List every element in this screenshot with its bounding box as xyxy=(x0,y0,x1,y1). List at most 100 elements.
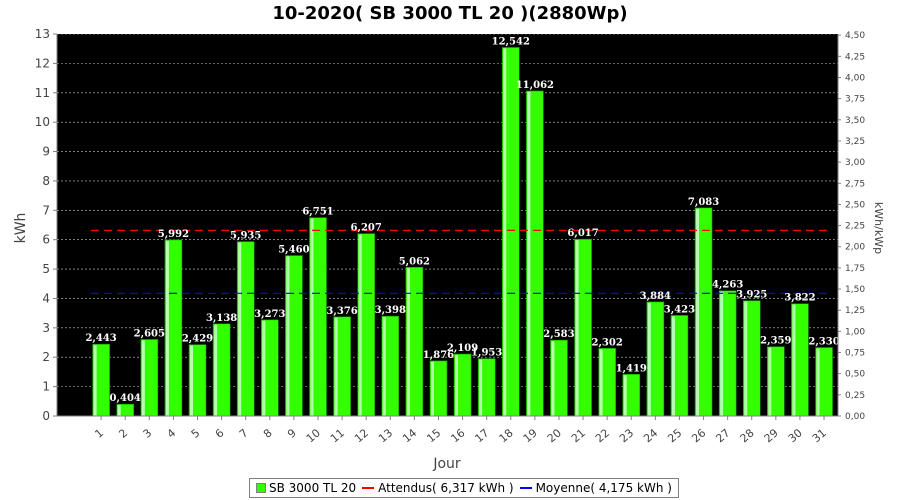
legend-expected-swatch xyxy=(362,487,375,489)
data-label: 1,953 xyxy=(471,348,502,359)
bar-highlight xyxy=(93,345,97,416)
y2-tick-label: 3,00 xyxy=(845,158,865,168)
data-label: 1,419 xyxy=(616,363,647,374)
bar-highlight xyxy=(744,301,748,416)
y-tick-label: 10 xyxy=(35,115,50,129)
y-tick-label: 1 xyxy=(42,380,50,394)
data-label: 6,751 xyxy=(302,207,333,218)
bar-highlight xyxy=(334,317,338,416)
data-label: 11,062 xyxy=(516,80,554,91)
x-tick-label: 2 xyxy=(116,426,130,440)
bar-highlight xyxy=(310,218,314,416)
data-label: 2,429 xyxy=(182,334,213,345)
y2-tick-label: 3,50 xyxy=(845,116,865,126)
y-tick-label: 12 xyxy=(35,56,50,70)
data-label: 2,330 xyxy=(808,337,839,348)
data-label: 3,925 xyxy=(736,290,767,301)
legend-bar-label: SB 3000 TL 20 xyxy=(269,481,357,495)
data-label: 4,263 xyxy=(712,280,743,291)
y2-tick-label: 4,00 xyxy=(845,73,865,83)
axes: 0123456789101112130,000,250,500,751,001,… xyxy=(35,27,866,445)
bar-highlight xyxy=(647,302,651,416)
y2-tick-label: 2,75 xyxy=(845,179,865,189)
data-label: 2,605 xyxy=(134,328,165,339)
data-label: 3,273 xyxy=(254,309,285,320)
bar-highlight xyxy=(455,355,459,416)
y-tick-label: 13 xyxy=(35,27,50,41)
bar-highlight xyxy=(165,240,169,416)
data-label: 3,884 xyxy=(640,291,671,302)
bar-highlight xyxy=(575,240,579,416)
y2-tick-label: 4,50 xyxy=(845,31,865,41)
x-tick-label: 12 xyxy=(352,426,371,445)
y-axis-label: kWh xyxy=(13,213,29,244)
y2-tick-label: 0,50 xyxy=(845,370,865,380)
bar-highlight xyxy=(117,405,121,416)
reference-lines xyxy=(91,229,828,294)
legend-expected-label: Attendus( 6,317 kWh ) xyxy=(378,481,514,495)
x-tick-label: 21 xyxy=(569,426,588,445)
x-tick-label: 9 xyxy=(285,426,299,440)
bar-highlight xyxy=(816,348,820,416)
data-label: 5,935 xyxy=(230,231,261,242)
chart-title: 10-2020( SB 3000 TL 20 )(2880Wp) xyxy=(272,3,628,24)
bar-highlight xyxy=(503,48,507,416)
data-labels: 2,443 0,404 2,605 5,992 2,429 3,138 5,935 3,273… xyxy=(85,36,839,404)
data-label: 12,542 xyxy=(492,36,530,47)
bar-highlight xyxy=(671,316,675,416)
x-tick-label: 4 xyxy=(165,426,179,440)
bar-highlight xyxy=(527,91,531,416)
data-label: 2,359 xyxy=(760,336,791,347)
y-tick-label: 0 xyxy=(42,409,50,423)
data-label: 3,398 xyxy=(375,305,406,316)
y-tick-label: 9 xyxy=(42,145,50,159)
x-tick-label: 30 xyxy=(786,426,805,445)
bar-highlight xyxy=(382,317,386,416)
data-label: 3,822 xyxy=(784,293,815,304)
legend-item-bars: SB 3000 TL 20 xyxy=(256,481,356,495)
x-tick-label: 5 xyxy=(189,426,203,440)
y2-tick-label: 1,25 xyxy=(845,306,865,316)
data-label: 1,876 xyxy=(423,350,454,361)
bar-highlight xyxy=(358,234,362,416)
data-label: 3,376 xyxy=(326,306,357,317)
x-tick-label: 31 xyxy=(810,426,829,445)
x-tick-label: 3 xyxy=(141,426,155,440)
data-label: 2,443 xyxy=(85,333,116,344)
x-tick-label: 10 xyxy=(304,426,323,445)
x-tick-label: 1 xyxy=(92,426,106,440)
bar-highlight xyxy=(479,359,483,416)
y2-tick-label: 3,75 xyxy=(845,95,865,105)
legend-item-expected: Attendus( 6,317 kWh ) xyxy=(362,481,514,495)
y-tick-label: 4 xyxy=(42,291,50,305)
x-tick-label: 18 xyxy=(497,426,516,445)
bar-highlight xyxy=(768,347,772,416)
data-label: 5,062 xyxy=(399,256,430,267)
x-tick-label: 7 xyxy=(237,426,251,440)
y2-axis-label: kWh/kWp xyxy=(872,202,885,254)
y2-tick-label: 0,25 xyxy=(845,391,865,401)
bar-highlight xyxy=(214,324,218,416)
x-tick-label: 6 xyxy=(213,426,227,440)
y2-tick-label: 0,75 xyxy=(845,349,865,359)
bar-highlight xyxy=(599,349,603,416)
legend-average-swatch xyxy=(519,487,532,489)
data-label: 6,017 xyxy=(567,228,598,239)
x-tick-label: 20 xyxy=(545,426,564,445)
bar-highlight xyxy=(141,340,145,416)
bar-highlight xyxy=(406,268,410,416)
y-tick-label: 5 xyxy=(42,262,50,276)
y2-tick-label: 1,50 xyxy=(845,285,865,295)
data-label: 0,404 xyxy=(110,393,141,404)
legend: SB 3000 TL 20 Attendus( 6,317 kWh ) Moye… xyxy=(249,478,679,498)
bar-highlight xyxy=(238,242,242,416)
x-tick-label: 15 xyxy=(424,426,443,445)
bar-highlight xyxy=(696,208,700,416)
data-label: 7,083 xyxy=(688,197,719,208)
data-label: 2,583 xyxy=(543,329,574,340)
data-label: 5,992 xyxy=(158,229,189,240)
x-tick-label: 27 xyxy=(713,426,732,445)
x-tick-label: 16 xyxy=(448,426,467,445)
x-tick-label: 26 xyxy=(689,426,708,445)
data-label: 6,207 xyxy=(351,223,382,234)
